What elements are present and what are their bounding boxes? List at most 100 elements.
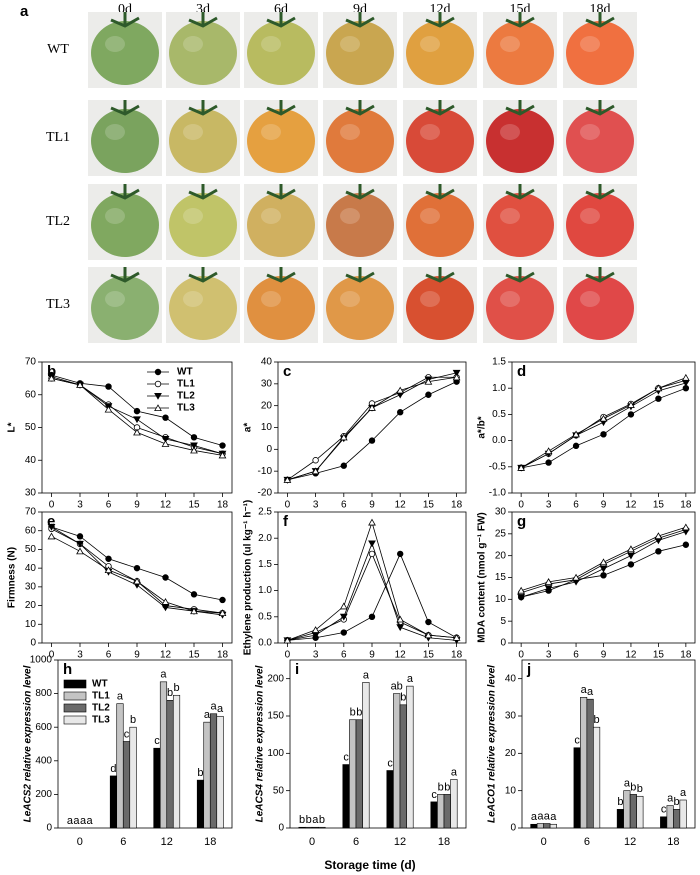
- y-tick-label: 20: [25, 600, 37, 611]
- marker: [162, 574, 169, 581]
- calyx: [188, 12, 218, 28]
- legend-label: WT: [92, 679, 108, 690]
- calyx: [188, 184, 218, 200]
- x-tick-label: 0: [518, 500, 524, 511]
- significance-label: b: [637, 783, 643, 795]
- marker: [655, 548, 662, 555]
- x-tick-label: 18: [204, 836, 216, 848]
- marker: [368, 550, 376, 558]
- x-tick-label: 9: [134, 500, 140, 511]
- significance-label: a: [312, 814, 319, 826]
- y-tick-label: 10: [25, 619, 37, 630]
- calyx: [425, 267, 455, 283]
- marker: [627, 561, 635, 568]
- panel-letter: a: [20, 3, 29, 20]
- panel-letter: j: [526, 661, 531, 678]
- y-tick-label: 70: [25, 507, 37, 518]
- bar: [122, 741, 131, 829]
- marker: [190, 442, 198, 450]
- marker: [396, 386, 405, 394]
- marker: [368, 540, 376, 548]
- panel-letter: g: [517, 513, 526, 530]
- significance-label: ab: [391, 681, 403, 693]
- tomato: [169, 21, 237, 85]
- y-tick-label: 40: [505, 673, 517, 684]
- y-tick-label: 30: [495, 507, 507, 518]
- significance-label: b: [356, 707, 362, 719]
- marker: [517, 586, 526, 594]
- x-tick-label: 12: [624, 836, 636, 848]
- marker: [627, 545, 635, 553]
- legend-marker: [154, 393, 162, 400]
- bar: [305, 826, 313, 829]
- marker: [162, 414, 169, 421]
- series-line: [51, 526, 223, 601]
- significance-label: b: [319, 814, 325, 826]
- tomato: [169, 276, 237, 340]
- y-tick-label: 0.5: [258, 611, 272, 622]
- marker: [47, 532, 56, 540]
- y-tick-label: 1.0: [492, 383, 506, 394]
- y-tick-label: 0: [266, 444, 272, 455]
- x-tick-label: 3: [546, 500, 552, 511]
- marker: [105, 555, 112, 562]
- significance-label: a: [537, 810, 544, 822]
- marker: [283, 476, 292, 483]
- significance-label: a: [160, 669, 167, 681]
- bar: [209, 713, 218, 829]
- y-tick-label: 1.5: [258, 559, 272, 570]
- tomato: [247, 193, 315, 257]
- bar: [660, 816, 668, 829]
- calyx: [425, 12, 455, 28]
- significance-label: a: [86, 815, 93, 827]
- tomato-highlight: [500, 36, 520, 52]
- marker: [681, 379, 690, 387]
- bar: [129, 726, 137, 829]
- bar: [203, 721, 211, 829]
- y-tick-label: 0: [510, 823, 516, 834]
- significance-label: b: [400, 692, 406, 704]
- y-axis-label: LeACS4 relative expression level: [255, 665, 266, 822]
- calyx: [425, 100, 455, 116]
- marker: [161, 604, 170, 612]
- calyx: [345, 267, 375, 283]
- marker: [681, 373, 690, 381]
- calyx: [188, 267, 218, 283]
- marker: [544, 585, 553, 593]
- tomato: [566, 193, 634, 257]
- significance-label: a: [80, 815, 87, 827]
- significance-label: a: [67, 815, 74, 827]
- marker: [368, 613, 376, 620]
- line-label: WT: [47, 42, 69, 57]
- legend-marker: [154, 368, 162, 376]
- marker: [311, 626, 320, 633]
- calyx: [585, 100, 615, 116]
- marker: [283, 636, 292, 644]
- calyx: [266, 267, 296, 283]
- x-tick-label: 6: [584, 836, 590, 848]
- significance-label: a: [217, 703, 224, 715]
- significance-label: b: [674, 796, 680, 808]
- y-tick-label: 1.5: [492, 357, 506, 368]
- calyx: [345, 12, 375, 28]
- y-tick-label: 20: [261, 400, 273, 411]
- marker: [572, 573, 580, 581]
- marker: [654, 384, 663, 392]
- bar: [318, 826, 326, 829]
- marker: [340, 462, 347, 469]
- marker: [161, 440, 170, 447]
- significance-label: a: [451, 766, 458, 778]
- y-tick-label: 100: [267, 748, 284, 759]
- significance-label: b: [130, 714, 136, 726]
- bar: [437, 794, 445, 829]
- marker: [311, 467, 320, 475]
- tomato-highlight: [261, 291, 281, 307]
- plot-frame: [277, 511, 467, 644]
- tomato-highlight: [420, 36, 440, 52]
- tomato-highlight: [420, 291, 440, 307]
- legend-label: TL2: [177, 391, 195, 402]
- tomato: [486, 21, 554, 85]
- series-line: [51, 535, 223, 614]
- significance-label: b: [444, 781, 450, 793]
- y-tick-label: 40: [25, 563, 37, 574]
